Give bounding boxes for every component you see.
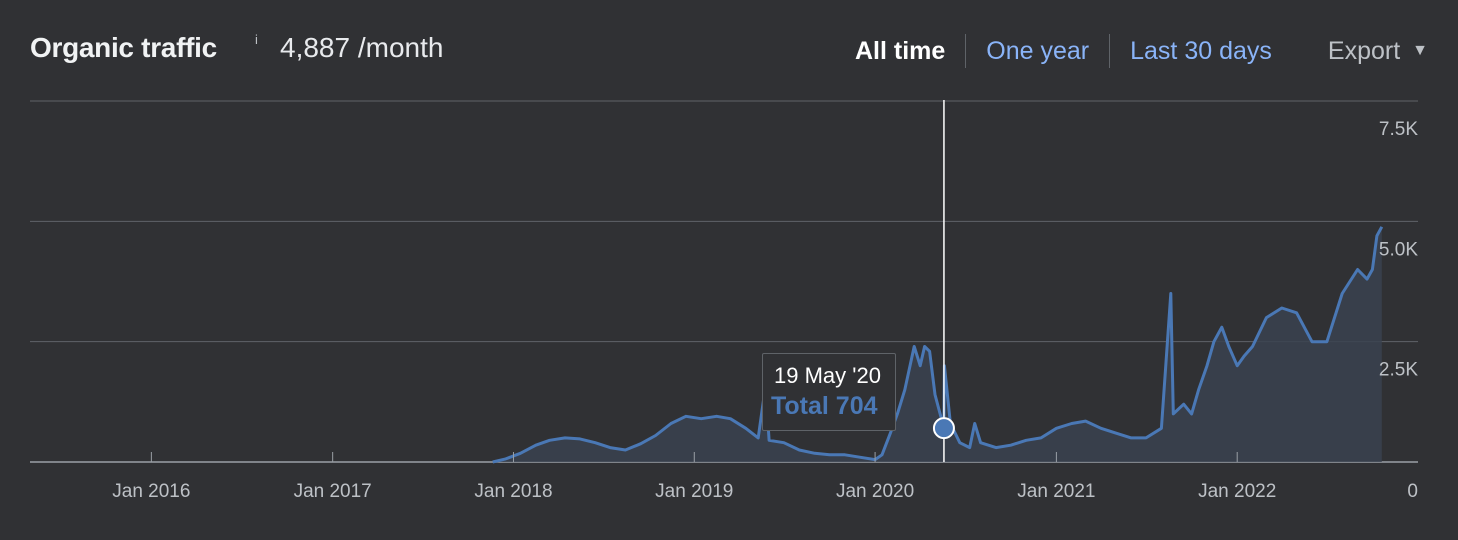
caret-down-icon: ▼ <box>1412 42 1428 59</box>
y-tick-label: 7.5K <box>1379 119 1418 140</box>
time-range-tabs: All time One year Last 30 days Export ▼ <box>835 34 1428 68</box>
info-icon[interactable]: i <box>255 32 258 47</box>
x-tick-label: Jan 2016 <box>112 481 190 502</box>
tooltip-total: Total 704 <box>771 392 878 420</box>
tab-divider <box>1109 34 1111 68</box>
tab-one-year[interactable]: One year <box>986 36 1090 65</box>
y-tick-label: 0 <box>1407 481 1418 502</box>
chart-header: Organic traffic i 4,887 /month All time … <box>30 28 1428 72</box>
hover-point-marker <box>932 417 955 440</box>
x-tick-label: Jan 2022 <box>1198 481 1276 502</box>
x-tick-label: Jan 2017 <box>294 481 372 502</box>
tab-all-time[interactable]: All time <box>854 36 946 65</box>
y-tick-label: 5.0K <box>1379 239 1418 260</box>
tab-last-30-days[interactable]: Last 30 days <box>1130 36 1272 65</box>
tooltip-date: 19 May '20 <box>774 363 881 388</box>
x-tick-label: Jan 2021 <box>1017 481 1095 502</box>
chart-tooltip: 19 May '20 Total 704 <box>762 353 896 431</box>
export-label: Export <box>1327 36 1401 65</box>
traffic-area <box>492 226 1382 462</box>
y-tick-label: 2.5K <box>1379 360 1418 381</box>
traffic-value: 4,887 /month <box>280 32 444 63</box>
x-tick-label: Jan 2020 <box>836 481 914 502</box>
x-tick-label: Jan 2018 <box>474 481 552 502</box>
chart-title: Organic traffic <box>30 32 217 63</box>
export-button[interactable]: Export ▼ <box>1292 37 1428 66</box>
tab-divider <box>965 34 967 68</box>
x-tick-label: Jan 2019 <box>655 481 733 502</box>
